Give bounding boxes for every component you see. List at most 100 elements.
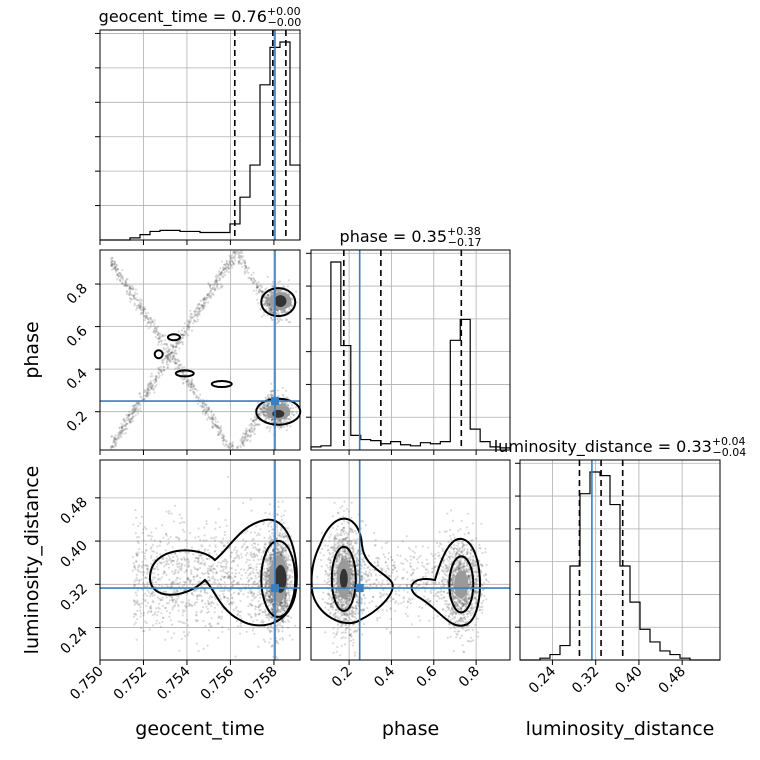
sample-point bbox=[226, 561, 229, 564]
sample-point bbox=[113, 441, 117, 444]
sample-point bbox=[246, 439, 249, 442]
sample-point bbox=[188, 322, 191, 325]
sample-point bbox=[116, 267, 119, 270]
sample-point bbox=[219, 577, 222, 581]
sample-point bbox=[203, 403, 206, 406]
sample-point bbox=[163, 339, 166, 342]
sample-point bbox=[142, 583, 145, 586]
sample-point bbox=[195, 395, 199, 398]
sample-point bbox=[181, 614, 184, 617]
sample-point bbox=[163, 348, 166, 351]
sample-point bbox=[153, 594, 156, 597]
sample-point bbox=[215, 571, 218, 575]
sample-point bbox=[260, 291, 263, 294]
sample-point bbox=[134, 567, 137, 571]
sample-point bbox=[219, 429, 222, 432]
sample-point bbox=[136, 299, 139, 302]
sample-point bbox=[270, 382, 273, 385]
sample-point bbox=[147, 327, 150, 330]
sample-point bbox=[152, 559, 155, 562]
sample-point bbox=[246, 438, 249, 441]
panel-1-1: phase = 0.35+0.38 −0.17 bbox=[306, 225, 511, 455]
sample-point bbox=[231, 441, 234, 444]
sample-point bbox=[113, 266, 117, 269]
sample-point bbox=[222, 435, 225, 438]
sample-point bbox=[232, 261, 235, 264]
sample-point bbox=[169, 355, 172, 358]
sample-point bbox=[279, 318, 282, 321]
sample-point bbox=[252, 271, 255, 274]
sample-point bbox=[230, 264, 233, 267]
sample-point bbox=[181, 521, 184, 524]
sample-point bbox=[132, 615, 136, 618]
sample-point bbox=[158, 607, 161, 610]
sample-point bbox=[257, 582, 260, 585]
sample-point bbox=[265, 299, 268, 302]
sample-point bbox=[291, 576, 294, 579]
sample-point bbox=[231, 260, 234, 263]
sample-point bbox=[285, 318, 288, 321]
sample-point bbox=[237, 260, 240, 263]
sample-point bbox=[165, 343, 168, 346]
sample-point bbox=[239, 599, 242, 603]
sample-point bbox=[171, 358, 174, 361]
sample-point bbox=[261, 411, 264, 414]
sample-point bbox=[215, 553, 218, 556]
sample-point bbox=[154, 330, 158, 333]
sample-point bbox=[110, 263, 113, 266]
sample-point bbox=[202, 402, 205, 405]
sample-point bbox=[288, 308, 291, 311]
sample-point bbox=[262, 313, 265, 316]
sample-point bbox=[211, 563, 215, 566]
sample-point bbox=[195, 307, 198, 310]
sample-point bbox=[148, 389, 151, 392]
sample-point bbox=[160, 340, 163, 343]
sample-point bbox=[235, 551, 238, 555]
sample-point bbox=[265, 296, 268, 299]
sample-point bbox=[285, 535, 288, 538]
sample-point bbox=[128, 420, 131, 423]
sample-point bbox=[268, 427, 271, 430]
sample-point bbox=[277, 313, 280, 316]
sample-point bbox=[155, 374, 158, 378]
sample-point bbox=[193, 320, 196, 323]
sample-point bbox=[262, 410, 266, 413]
sample-point bbox=[219, 277, 222, 280]
sample-point bbox=[223, 444, 226, 447]
sample-point bbox=[191, 388, 194, 391]
sample-point bbox=[204, 624, 207, 628]
sample-point bbox=[128, 297, 131, 300]
sample-point bbox=[244, 266, 247, 269]
sample-point bbox=[208, 416, 211, 419]
sample-point bbox=[240, 556, 243, 559]
sample-point bbox=[269, 294, 273, 297]
sample-point bbox=[271, 318, 274, 322]
sample-point bbox=[128, 410, 131, 413]
sample-point bbox=[271, 532, 274, 535]
sample-point bbox=[265, 297, 268, 300]
sample-point bbox=[188, 321, 191, 324]
sample-point bbox=[278, 638, 282, 641]
sample-point bbox=[171, 350, 174, 353]
sample-point bbox=[266, 567, 269, 570]
sample-point bbox=[203, 408, 207, 411]
sample-point bbox=[258, 423, 261, 426]
sample-point bbox=[193, 391, 196, 394]
sample-point bbox=[188, 319, 191, 322]
sample-point bbox=[141, 629, 144, 633]
sample-point bbox=[283, 606, 286, 610]
sample-point bbox=[206, 293, 209, 296]
sample-point bbox=[206, 607, 209, 611]
sample-point bbox=[141, 531, 144, 535]
sample-point bbox=[203, 588, 206, 592]
sample-point bbox=[191, 583, 194, 586]
sample-point bbox=[188, 389, 192, 392]
sample-point bbox=[136, 618, 139, 621]
sample-point bbox=[150, 610, 153, 613]
sample-point bbox=[169, 343, 172, 346]
sample-point bbox=[259, 589, 262, 592]
sample-point bbox=[121, 282, 124, 285]
sample-point bbox=[209, 289, 212, 292]
sample-point bbox=[237, 593, 240, 596]
sample-point bbox=[222, 276, 225, 279]
